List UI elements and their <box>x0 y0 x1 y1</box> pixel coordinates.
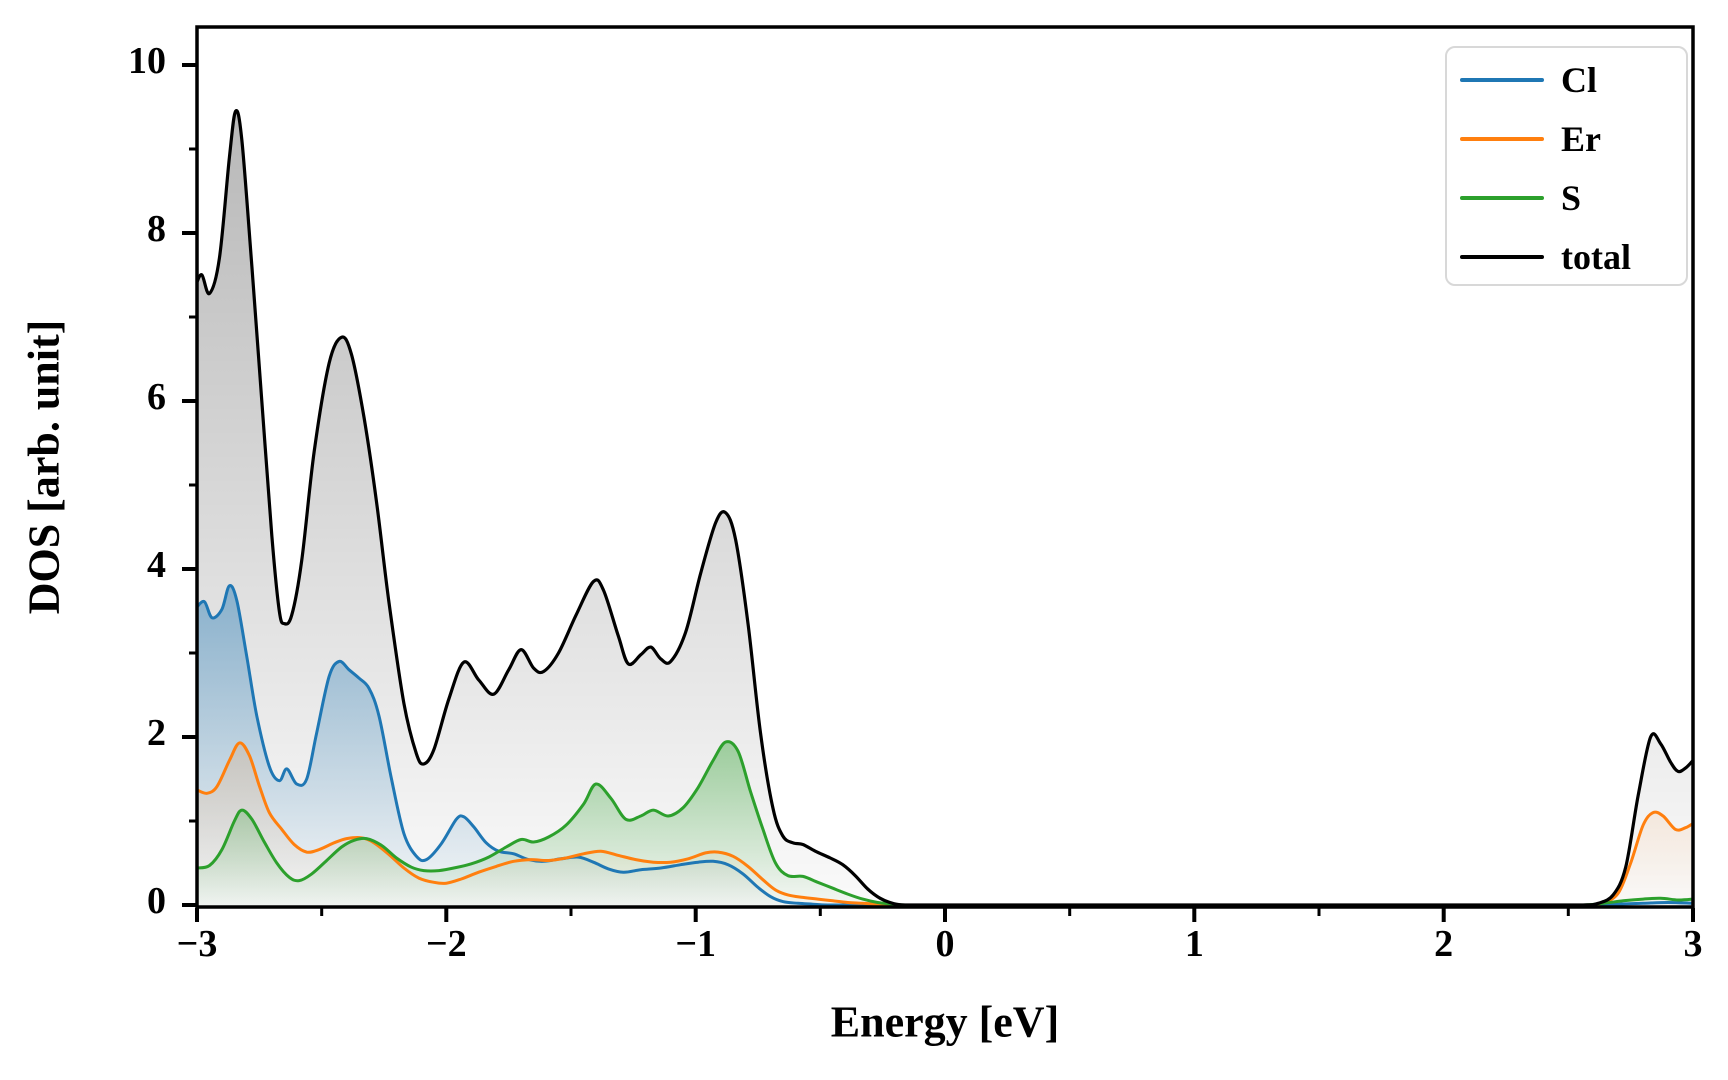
series-fill-total <box>197 110 1693 905</box>
x-tick-label: −1 <box>675 923 716 965</box>
legend-item-total: total <box>1447 227 1686 286</box>
legend-item-Cl: Cl <box>1447 50 1686 109</box>
y-tick-label: 8 <box>147 208 166 250</box>
x-tick-label: −2 <box>426 923 467 965</box>
legend-label: Er <box>1561 118 1601 159</box>
y-tick-label: 6 <box>147 376 166 418</box>
legend-line-total <box>1460 254 1544 259</box>
legend-label: total <box>1561 236 1631 277</box>
legend-label: S <box>1561 177 1582 218</box>
legend-line-Cl <box>1460 77 1544 82</box>
legend-line-Er <box>1460 136 1544 141</box>
y-tick-label: 2 <box>147 712 166 754</box>
y-tick-label: 4 <box>147 544 166 586</box>
series-fill-S <box>197 741 1693 905</box>
axis-minor-ticks <box>189 147 1570 916</box>
x-tick-label: 1 <box>1184 923 1204 965</box>
legend-item-S: S <box>1447 168 1686 227</box>
legend-line-S <box>1460 195 1544 200</box>
y-tick-label: 10 <box>128 40 166 82</box>
y-tick-label: 0 <box>147 880 166 922</box>
x-axis-label: Energy [eV] <box>830 997 1060 1047</box>
legend-label: Cl <box>1561 59 1597 100</box>
series-line-total <box>197 108 1693 907</box>
axis-major-ticks <box>182 63 1695 922</box>
x-tick-label: 3 <box>1683 923 1703 965</box>
x-tick-label: −3 <box>176 923 218 965</box>
x-tick-label: 2 <box>1434 923 1454 965</box>
x-tick-label: 0 <box>935 923 955 965</box>
legend-item-Er: Er <box>1447 109 1686 168</box>
plot-frame <box>195 25 1695 909</box>
